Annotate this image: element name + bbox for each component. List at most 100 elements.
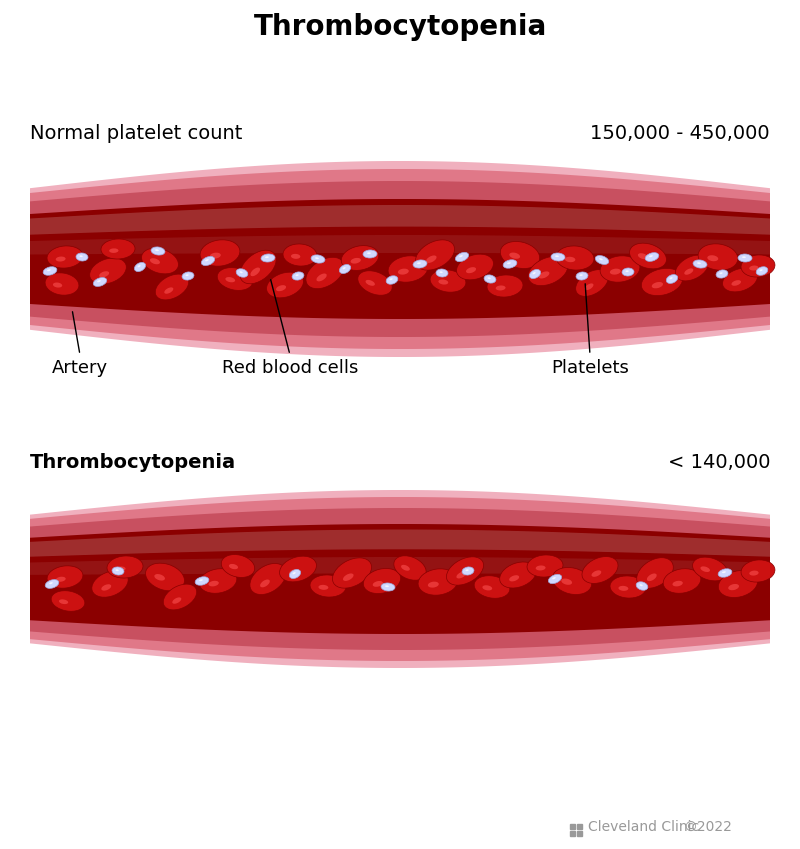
Polygon shape xyxy=(30,530,770,557)
Ellipse shape xyxy=(637,558,674,588)
Ellipse shape xyxy=(53,283,62,288)
Ellipse shape xyxy=(565,256,575,262)
Ellipse shape xyxy=(482,585,492,590)
Ellipse shape xyxy=(496,285,506,290)
Ellipse shape xyxy=(229,564,238,569)
Ellipse shape xyxy=(533,272,535,274)
Ellipse shape xyxy=(49,582,53,584)
Ellipse shape xyxy=(317,273,326,281)
Ellipse shape xyxy=(455,252,469,261)
Ellipse shape xyxy=(600,256,640,282)
Ellipse shape xyxy=(646,253,658,261)
Ellipse shape xyxy=(647,573,657,581)
Bar xyxy=(570,831,575,836)
Polygon shape xyxy=(30,181,770,337)
Ellipse shape xyxy=(293,572,296,574)
Ellipse shape xyxy=(466,570,469,571)
Ellipse shape xyxy=(164,287,174,294)
Ellipse shape xyxy=(630,243,666,269)
Polygon shape xyxy=(30,199,770,319)
Ellipse shape xyxy=(652,282,663,289)
Ellipse shape xyxy=(673,581,683,587)
Ellipse shape xyxy=(707,256,718,261)
Ellipse shape xyxy=(59,599,68,604)
Ellipse shape xyxy=(200,239,240,267)
Ellipse shape xyxy=(599,258,602,261)
Ellipse shape xyxy=(675,256,709,281)
Ellipse shape xyxy=(684,268,694,275)
Ellipse shape xyxy=(239,271,242,273)
Ellipse shape xyxy=(107,556,143,578)
Ellipse shape xyxy=(182,272,194,280)
Ellipse shape xyxy=(527,555,563,577)
Ellipse shape xyxy=(350,258,361,263)
Ellipse shape xyxy=(342,245,378,270)
Ellipse shape xyxy=(538,272,550,278)
Ellipse shape xyxy=(552,577,556,579)
Ellipse shape xyxy=(226,277,235,283)
Ellipse shape xyxy=(500,562,536,588)
Ellipse shape xyxy=(741,255,775,277)
Ellipse shape xyxy=(155,274,189,300)
Ellipse shape xyxy=(292,272,304,280)
Polygon shape xyxy=(30,205,770,234)
Ellipse shape xyxy=(210,253,221,259)
Ellipse shape xyxy=(474,576,510,599)
Ellipse shape xyxy=(56,576,66,582)
Ellipse shape xyxy=(487,278,490,279)
Polygon shape xyxy=(30,497,770,661)
Ellipse shape xyxy=(738,254,752,262)
Ellipse shape xyxy=(698,244,738,270)
Ellipse shape xyxy=(138,265,141,267)
Ellipse shape xyxy=(731,280,741,286)
Ellipse shape xyxy=(556,246,594,270)
Text: ©2022: ©2022 xyxy=(683,820,732,834)
Ellipse shape xyxy=(390,278,393,280)
Ellipse shape xyxy=(484,275,496,283)
Ellipse shape xyxy=(199,579,203,582)
Ellipse shape xyxy=(358,271,392,295)
Ellipse shape xyxy=(373,581,383,587)
Polygon shape xyxy=(30,235,770,255)
Ellipse shape xyxy=(610,576,646,598)
Ellipse shape xyxy=(99,271,109,278)
Ellipse shape xyxy=(385,585,389,588)
Text: Thrombocytopenia: Thrombocytopenia xyxy=(254,13,546,41)
Ellipse shape xyxy=(642,268,682,295)
Ellipse shape xyxy=(51,591,85,611)
Ellipse shape xyxy=(218,267,253,290)
Ellipse shape xyxy=(343,573,354,581)
Ellipse shape xyxy=(610,268,621,274)
Text: Thrombocytopenia: Thrombocytopenia xyxy=(30,453,236,472)
Ellipse shape xyxy=(291,254,300,259)
Ellipse shape xyxy=(363,250,377,258)
Polygon shape xyxy=(30,169,770,349)
Ellipse shape xyxy=(507,262,511,264)
Ellipse shape xyxy=(636,582,648,590)
Ellipse shape xyxy=(134,262,146,272)
Ellipse shape xyxy=(457,254,494,280)
Ellipse shape xyxy=(750,266,758,271)
Ellipse shape xyxy=(79,256,82,257)
Ellipse shape xyxy=(579,274,582,276)
Ellipse shape xyxy=(415,240,454,270)
Ellipse shape xyxy=(582,557,618,583)
Ellipse shape xyxy=(576,272,588,280)
Ellipse shape xyxy=(693,260,707,268)
Ellipse shape xyxy=(666,274,678,284)
Ellipse shape xyxy=(315,257,319,259)
Ellipse shape xyxy=(750,571,758,576)
Ellipse shape xyxy=(47,269,51,271)
Ellipse shape xyxy=(693,557,727,581)
Text: < 140,000: < 140,000 xyxy=(667,453,770,472)
Ellipse shape xyxy=(418,569,458,595)
Text: 150,000 - 450,000: 150,000 - 450,000 xyxy=(590,124,770,143)
Ellipse shape xyxy=(150,258,160,264)
Polygon shape xyxy=(30,161,770,357)
Ellipse shape xyxy=(446,557,483,585)
Ellipse shape xyxy=(536,565,546,571)
Ellipse shape xyxy=(742,256,746,258)
Polygon shape xyxy=(30,524,770,634)
Ellipse shape xyxy=(551,253,565,261)
Ellipse shape xyxy=(56,256,66,261)
